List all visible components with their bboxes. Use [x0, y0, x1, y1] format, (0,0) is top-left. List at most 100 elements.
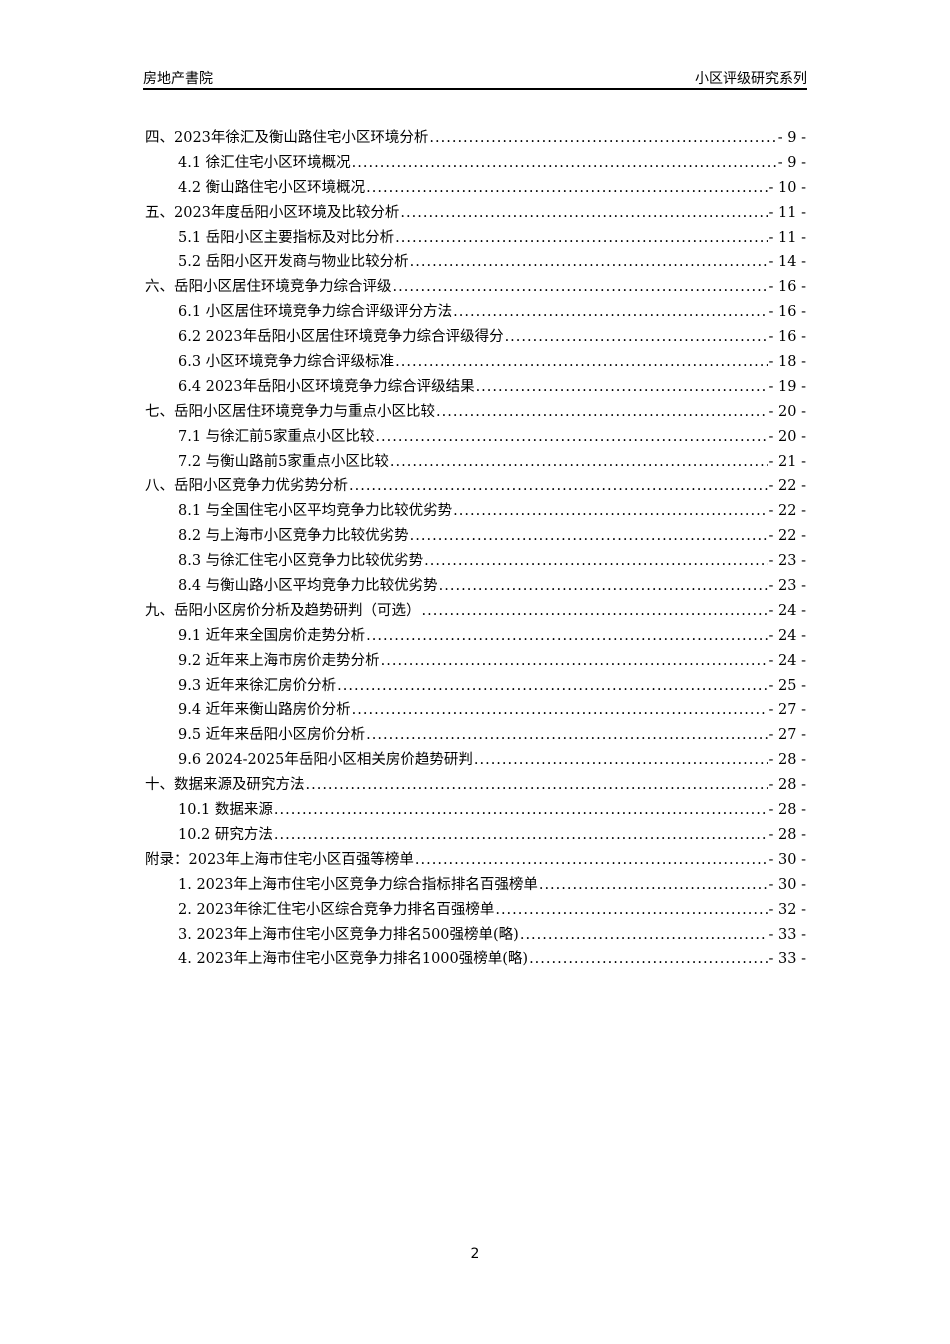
- toc-entry-page: - 32 -: [768, 901, 806, 918]
- toc-entry-title: 五、2023年度岳阳小区环境及比较分析: [145, 204, 400, 221]
- toc-entry[interactable]: 2. 2023年徐汇住宅小区综合竞争力排名百强榜单 - 32 -: [145, 898, 806, 923]
- dot-leader: [520, 927, 768, 943]
- toc-entry[interactable]: 7.1 与徐汇前5家重点小区比较 - 20 -: [145, 425, 806, 450]
- toc-entry-page: - 14 -: [768, 254, 806, 271]
- toc-entry-page: - 33 -: [768, 926, 806, 943]
- dot-leader: [539, 877, 768, 893]
- toc-entry[interactable]: 4.1 徐汇住宅小区环境概况 - 9 -: [145, 151, 806, 176]
- dot-leader: [505, 329, 768, 345]
- toc-entry-page: - 20 -: [768, 428, 806, 445]
- toc-entry-page: - 9 -: [777, 154, 806, 171]
- toc-entry[interactable]: 9.2 近年来上海市房价走势分析 - 24 -: [145, 649, 806, 674]
- toc-entry-title: 8.2 与上海市小区竞争力比较优劣势: [178, 528, 409, 545]
- toc-entry-page: - 30 -: [768, 851, 806, 868]
- header-left: 房地产書院: [143, 71, 213, 87]
- toc-entry[interactable]: 9.6 2024-2025年岳阳小区相关房价趋势研判 - 28 -: [145, 748, 806, 773]
- toc-entry[interactable]: 7.2 与衡山路前5家重点小区比较 - 21 -: [145, 450, 806, 475]
- toc-entry[interactable]: 七、岳阳小区居住环境竞争力与重点小区比较 - 20 -: [145, 400, 806, 425]
- toc-entry[interactable]: 十、数据来源及研究方法 - 28 -: [145, 773, 806, 798]
- toc-entry-page: - 22 -: [768, 503, 806, 520]
- toc-entry-page: - 25 -: [768, 677, 806, 694]
- toc-entry-title: 4. 2023年上海市住宅小区竞争力排名1000强榜单(略): [178, 951, 529, 968]
- toc-entry[interactable]: 10.1 数据来源 - 28 -: [145, 798, 806, 823]
- toc-entry-title: 9.1 近年来全国房价走势分析: [178, 627, 366, 644]
- toc-entry-title: 9.6 2024-2025年岳阳小区相关房价趋势研判: [178, 752, 473, 769]
- toc-entry[interactable]: 6.2 2023年岳阳小区居住环境竞争力综合评级得分 - 16 -: [145, 325, 806, 350]
- toc-entry-title: 十、数据来源及研究方法: [145, 777, 305, 794]
- toc-entry-page: - 16 -: [768, 279, 806, 296]
- toc-entry-page: - 16 -: [768, 329, 806, 346]
- toc-entry[interactable]: 8.4 与衡山路小区平均竞争力比较优劣势 - 23 -: [145, 574, 806, 599]
- dot-leader: [393, 279, 768, 295]
- toc-entry[interactable]: 8.1 与全国住宅小区平均竞争力比较优劣势 - 22 -: [145, 499, 806, 524]
- toc-entry[interactable]: 1. 2023年上海市住宅小区竞争力综合指标排名百强榜单 - 30 -: [145, 873, 806, 898]
- toc-entry-page: - 30 -: [768, 876, 806, 893]
- dot-leader: [410, 528, 768, 544]
- toc-entry-page: - 28 -: [768, 826, 806, 843]
- toc-entry[interactable]: 3. 2023年上海市住宅小区竞争力排名500强榜单(略) - 33 -: [145, 923, 806, 948]
- dot-leader: [375, 429, 767, 445]
- toc-entry[interactable]: 9.5 近年来岳阳小区房价分析 - 27 -: [145, 723, 806, 748]
- dot-leader: [429, 130, 776, 146]
- dot-leader: [306, 777, 768, 793]
- toc-entry[interactable]: 6.3 小区环境竞争力综合评级标准 - 18 -: [145, 350, 806, 375]
- toc-entry-title: 八、岳阳小区竞争力优劣势分析: [145, 478, 348, 495]
- dot-leader: [400, 205, 767, 221]
- dot-leader: [476, 379, 768, 395]
- toc-entry-title: 9.4 近年来衡山路房价分析: [178, 702, 351, 719]
- toc-entry[interactable]: 6.4 2023年岳阳小区环境竞争力综合评级结果 - 19 -: [145, 375, 806, 400]
- dot-leader: [415, 852, 768, 868]
- toc-entry-page: - 24 -: [768, 602, 806, 619]
- toc-entry-title: 7.2 与衡山路前5家重点小区比较: [178, 453, 389, 470]
- toc-entry[interactable]: 9.3 近年来徐汇房价分析 - 25 -: [145, 674, 806, 699]
- toc-entry-title: 8.3 与徐汇住宅小区竞争力比较优劣势: [178, 553, 424, 570]
- toc-entry[interactable]: 四、2023年徐汇及衡山路住宅小区环境分析 - 9 -: [145, 126, 806, 151]
- dot-leader: [439, 578, 768, 594]
- toc-entry-title: 4.1 徐汇住宅小区环境概况: [178, 154, 351, 171]
- toc-entry-title: 6.1 小区居住环境竞争力综合评级评分方法: [178, 304, 453, 321]
- dot-leader: [453, 304, 767, 320]
- dot-leader: [274, 827, 768, 843]
- dot-leader: [337, 678, 767, 694]
- dot-leader: [366, 628, 767, 644]
- toc-entry-title: 5.2 岳阳小区开发商与物业比较分析: [178, 254, 409, 271]
- toc-entry-title: 9.3 近年来徐汇房价分析: [178, 677, 337, 694]
- dot-leader: [529, 951, 767, 967]
- dot-leader: [352, 702, 768, 718]
- toc-entry[interactable]: 8.2 与上海市小区竞争力比较优劣势 - 22 -: [145, 524, 806, 549]
- dot-leader: [436, 404, 768, 420]
- toc-entry[interactable]: 10.2 研究方法 - 28 -: [145, 823, 806, 848]
- toc-entry[interactable]: 5.1 岳阳小区主要指标及对比分析 - 11 -: [145, 226, 806, 251]
- toc-entry-page: - 23 -: [768, 553, 806, 570]
- toc-entry[interactable]: 9.1 近年来全国房价走势分析 - 24 -: [145, 624, 806, 649]
- header-right: 小区评级研究系列: [695, 71, 807, 87]
- toc-entry-page: - 9 -: [777, 130, 806, 146]
- toc-entry[interactable]: 六、岳阳小区居住环境竞争力综合评级 - 16 -: [145, 275, 806, 300]
- dot-leader: [395, 354, 767, 370]
- toc-entry-title: 2. 2023年徐汇住宅小区综合竞争力排名百强榜单: [178, 901, 495, 918]
- toc-entry-title: 7.1 与徐汇前5家重点小区比较: [178, 428, 375, 445]
- toc-entry-title: 10.2 研究方法: [178, 826, 273, 843]
- toc-entry[interactable]: 4.2 衡山路住宅小区环境概况 - 10 -: [145, 176, 806, 201]
- toc-entry[interactable]: 五、2023年度岳阳小区环境及比较分析 - 11 -: [145, 201, 806, 226]
- toc-entry-page: - 27 -: [768, 727, 806, 744]
- toc-entry[interactable]: 9.4 近年来衡山路房价分析 - 27 -: [145, 698, 806, 723]
- dot-leader: [474, 752, 768, 768]
- dot-leader: [390, 454, 768, 470]
- toc-entry[interactable]: 九、岳阳小区房价分析及趋势研判（可选） - 24 -: [145, 599, 806, 624]
- dot-leader: [395, 230, 767, 246]
- toc-entry-title: 6.2 2023年岳阳小区居住环境竞争力综合评级得分: [178, 329, 504, 346]
- toc-entry[interactable]: 4. 2023年上海市住宅小区竞争力排名1000强榜单(略) - 33 -: [145, 947, 806, 972]
- toc-entry-title: 5.1 岳阳小区主要指标及对比分析: [178, 229, 395, 246]
- table-of-contents: 四、2023年徐汇及衡山路住宅小区环境分析- 9 -4.1 徐汇住宅小区环境概况…: [145, 126, 806, 972]
- toc-entry[interactable]: 附录：2023年上海市住宅小区百强等榜单 - 30 -: [145, 848, 806, 873]
- toc-entry-title: 6.4 2023年岳阳小区环境竞争力综合评级结果: [178, 378, 475, 395]
- toc-entry[interactable]: 8.3 与徐汇住宅小区竞争力比较优劣势 - 23 -: [145, 549, 806, 574]
- dot-leader: [366, 727, 767, 743]
- toc-entry-page: - 21 -: [768, 453, 806, 470]
- toc-entry[interactable]: 5.2 岳阳小区开发商与物业比较分析 - 14 -: [145, 250, 806, 275]
- dot-leader: [453, 503, 767, 519]
- toc-entry[interactable]: 6.1 小区居住环境竞争力综合评级评分方法 - 16 -: [145, 300, 806, 325]
- toc-entry[interactable]: 八、岳阳小区竞争力优劣势分析 - 22 -: [145, 474, 806, 499]
- toc-entry-title: 3. 2023年上海市住宅小区竞争力排名500强榜单(略): [178, 926, 519, 943]
